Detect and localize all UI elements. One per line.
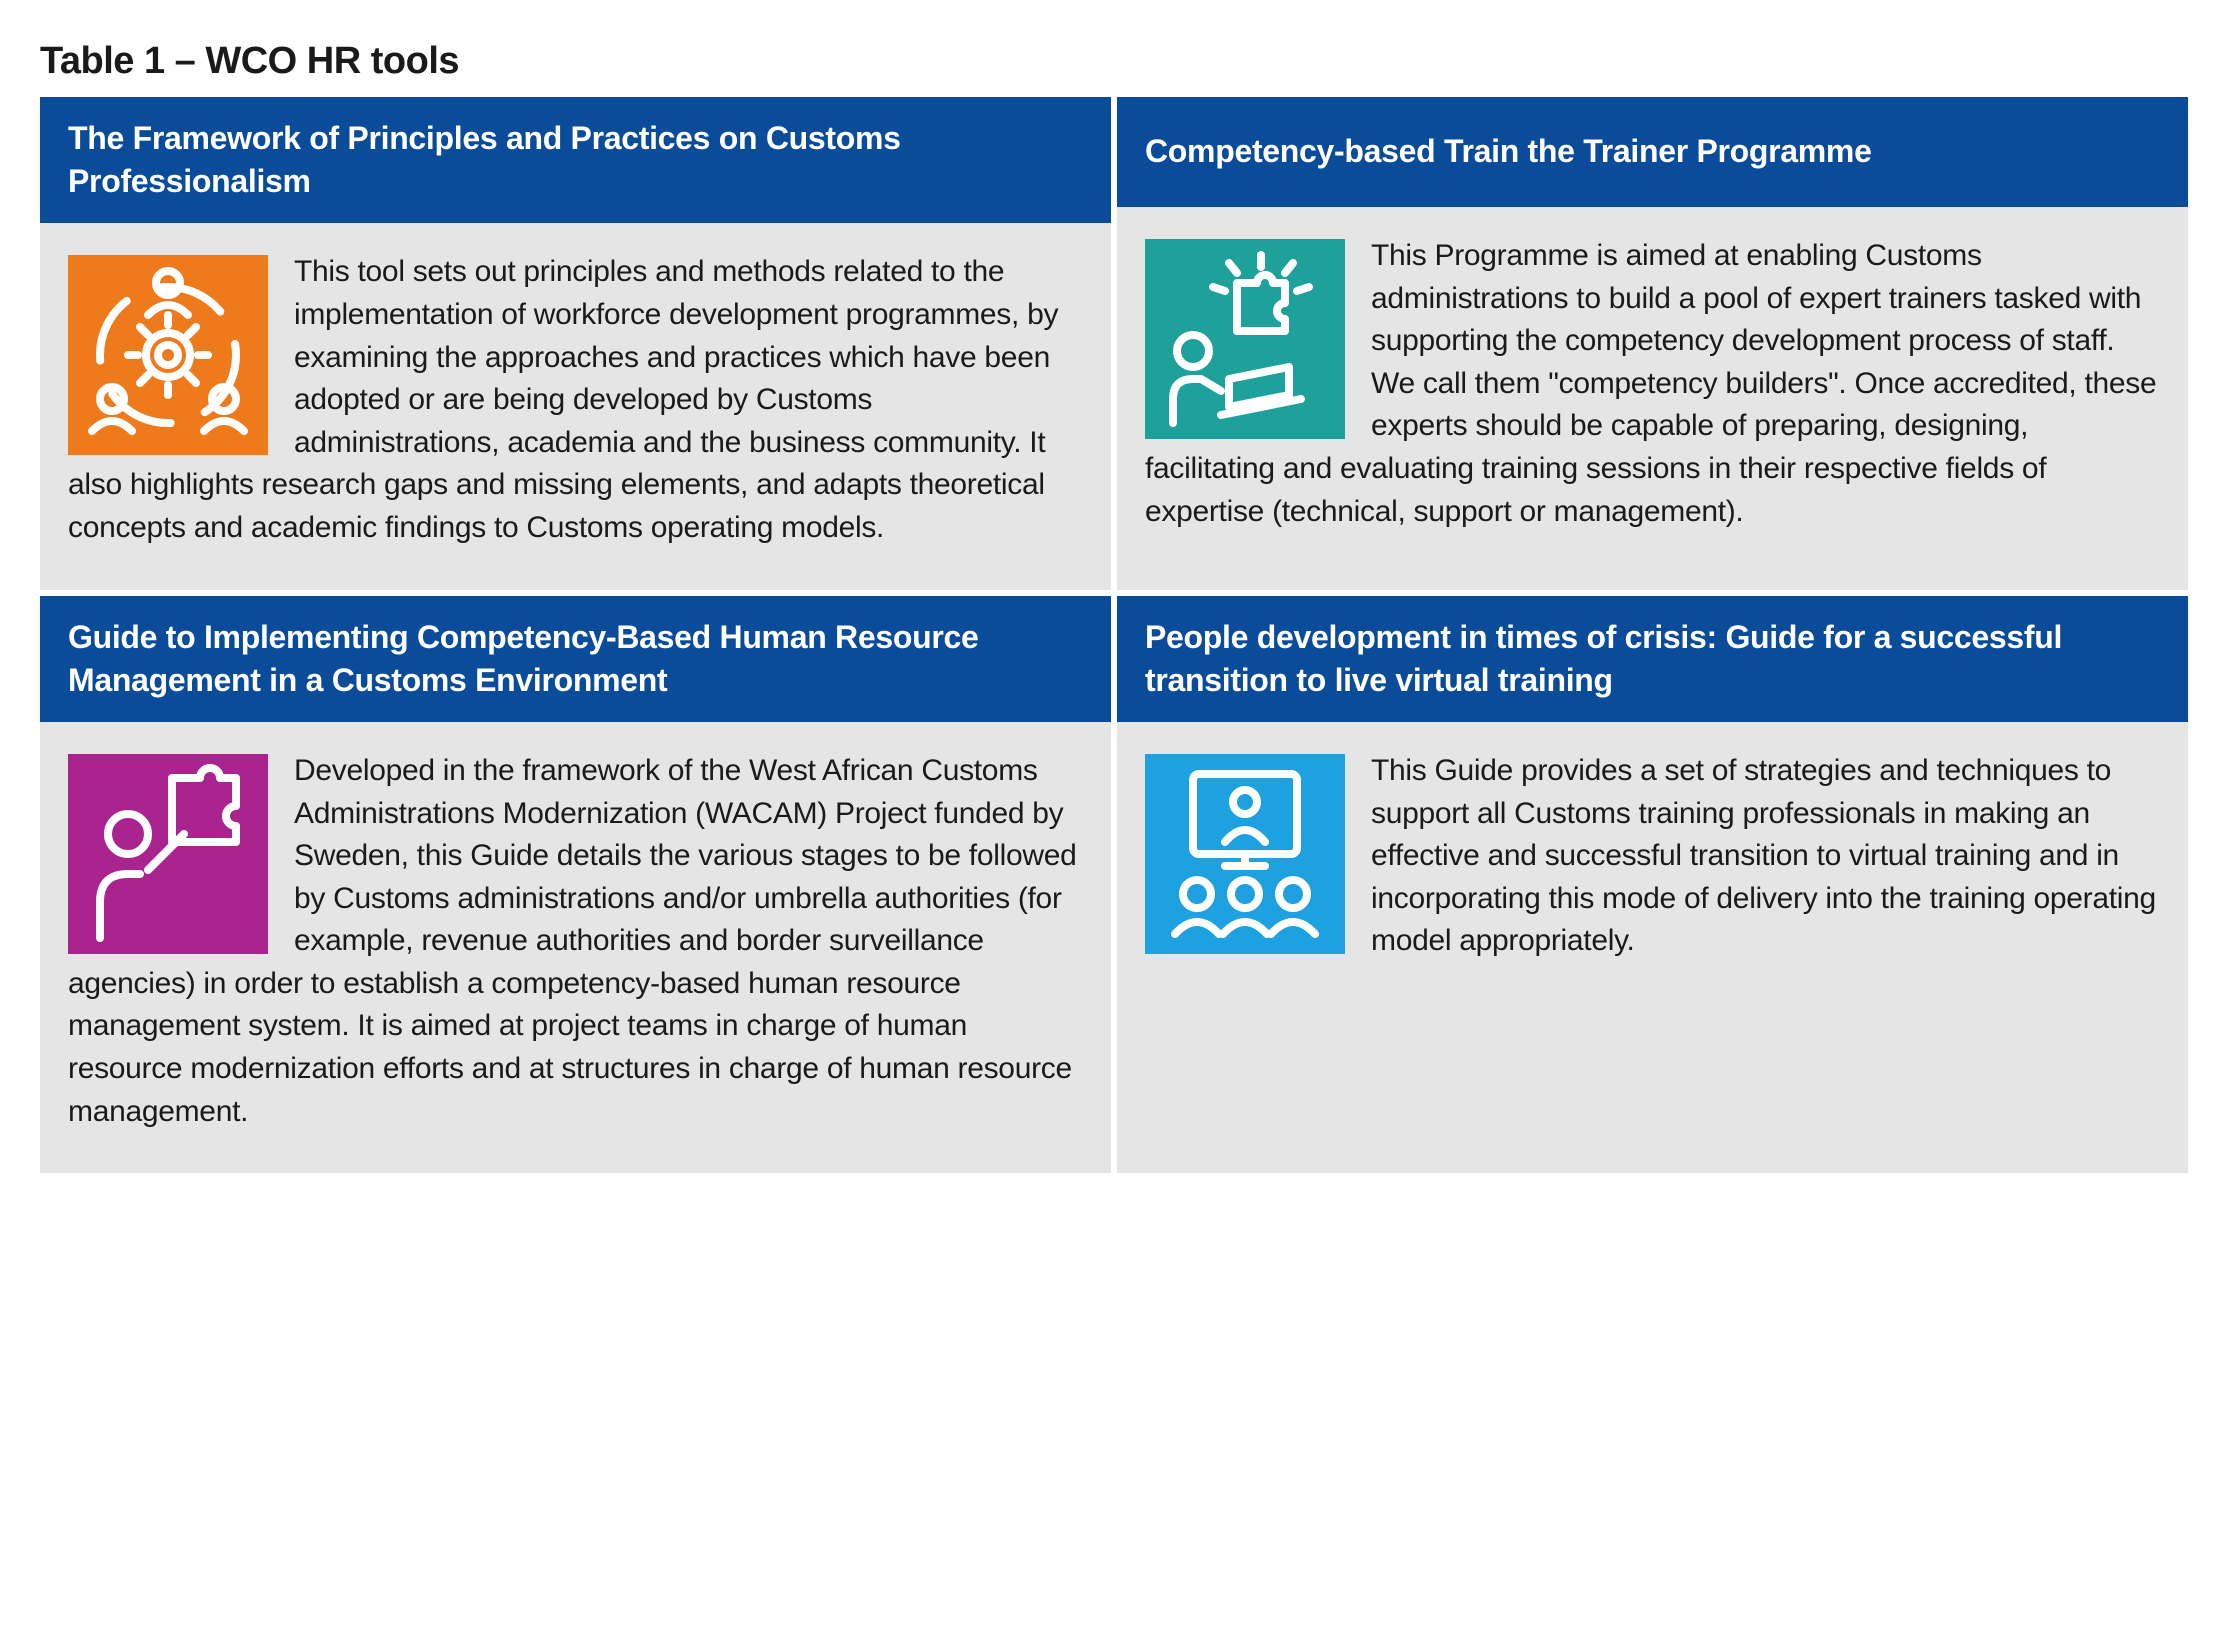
table-container: Table 1 – WCO HR tools The Framework of …: [40, 40, 2188, 1173]
tool-body: This Guide provides a set of strategies …: [1117, 722, 2188, 1173]
team-gear-icon: [68, 255, 268, 455]
tools-grid: The Framework of Principles and Practice…: [40, 97, 2188, 1173]
tool-body-text: This Guide provides a set of strategies …: [1371, 754, 2156, 957]
tool-header-text: People development in times of crisis: G…: [1145, 616, 2160, 702]
tool-header-text: Competency-based Train the Trainer Progr…: [1145, 130, 1872, 173]
tool-cell: Competency-based Train the Trainer Progr…: [1117, 97, 2188, 590]
tool-cell: The Framework of Principles and Practice…: [40, 97, 1111, 590]
tool-body: Developed in the framework of the West A…: [40, 722, 1111, 1173]
tool-header: The Framework of Principles and Practice…: [40, 97, 1111, 223]
tool-cell: Guide to Implementing Competency-Based H…: [40, 596, 1111, 1174]
trainer-puzzle-icon: [1145, 239, 1345, 439]
tool-header: People development in times of crisis: G…: [1117, 596, 2188, 722]
tool-body: This Programme is aimed at enabling Cust…: [1117, 207, 2188, 590]
tool-cell: People development in times of crisis: G…: [1117, 596, 2188, 1174]
virtual-audience-icon: [1145, 754, 1345, 954]
tool-body: This tool sets out principles and method…: [40, 223, 1111, 589]
tool-header: Guide to Implementing Competency-Based H…: [40, 596, 1111, 722]
tool-header: Competency-based Train the Trainer Progr…: [1117, 97, 2188, 207]
tool-header-text: Guide to Implementing Competency-Based H…: [68, 616, 1083, 702]
person-puzzle-icon: [68, 754, 268, 954]
tool-header-text: The Framework of Principles and Practice…: [68, 117, 1083, 203]
table-title: Table 1 – WCO HR tools: [40, 40, 2188, 83]
